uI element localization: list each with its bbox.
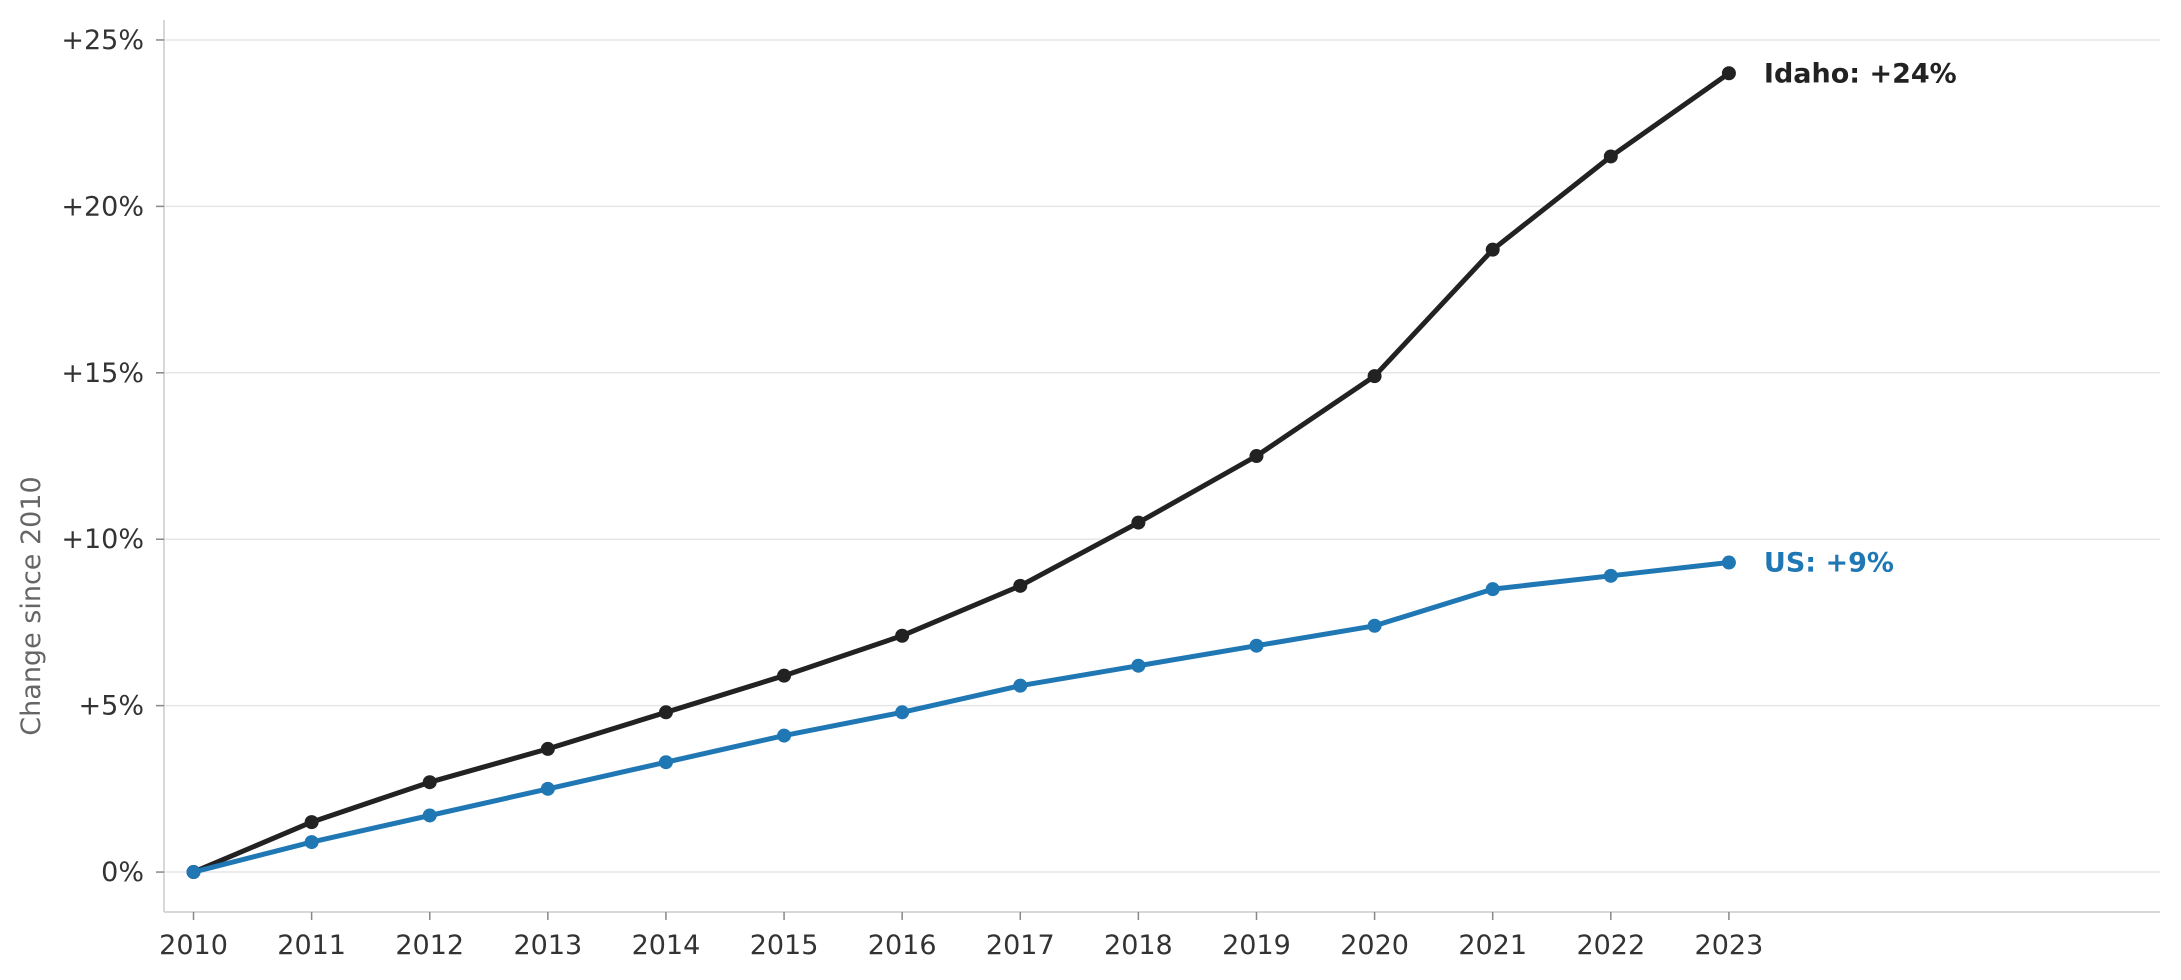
series-0: Idaho: +24% — [186, 58, 1957, 880]
series-end-label: US: +9% — [1764, 548, 1894, 579]
y-tick-label: 0% — [101, 857, 144, 888]
data-point — [1603, 149, 1618, 164]
data-point — [1485, 242, 1500, 257]
x-tick-label: 2016 — [868, 930, 937, 961]
data-point — [1013, 578, 1028, 593]
y-tick-label: +5% — [79, 691, 144, 722]
data-point — [186, 865, 201, 880]
series-line — [191, 70, 1732, 875]
x-tick-label: 2023 — [1695, 930, 1764, 961]
y-tick-label: +10% — [61, 524, 144, 555]
data-point — [1131, 515, 1146, 530]
grid-lines — [164, 39, 2160, 873]
x-tick-label: 2015 — [750, 930, 819, 961]
x-tick-label: 2019 — [1222, 930, 1291, 961]
data-point — [1367, 369, 1382, 384]
series-1: US: +9% — [186, 548, 1894, 880]
x-tick-label: 2017 — [986, 930, 1055, 961]
data-point — [304, 815, 319, 830]
y-axis-ticks: 0% +5% +10% +15% +20% +25% — [61, 25, 164, 888]
data-point — [540, 781, 555, 796]
series-end-label: Idaho: +24% — [1764, 58, 1957, 89]
data-point — [777, 668, 792, 683]
data-point — [1249, 638, 1264, 653]
x-tick-label: 2021 — [1458, 930, 1527, 961]
x-tick-label: 2020 — [1340, 930, 1409, 961]
x-tick-label: 2012 — [395, 930, 464, 961]
data-point — [540, 741, 555, 756]
data-point — [1013, 678, 1028, 693]
x-tick-label: 2018 — [1104, 930, 1173, 961]
data-point — [1603, 568, 1618, 583]
data-point — [1721, 555, 1736, 570]
series-line — [191, 560, 1732, 875]
data-point — [777, 728, 792, 743]
x-tick-label: 2010 — [159, 930, 228, 961]
x-axis-ticks: 2010 2011 2012 2013 2014 2015 2016 2017 2018 2019… — [159, 912, 1763, 961]
data-point — [422, 808, 437, 823]
series-group: Idaho: +24% US: +9% — [186, 58, 1957, 880]
x-tick-label: 2013 — [513, 930, 582, 961]
axes — [163, 20, 2160, 913]
x-tick-label: 2014 — [632, 930, 701, 961]
y-tick-label: +15% — [61, 358, 144, 389]
y-tick-label: +20% — [61, 191, 144, 222]
y-axis-title: Change since 2010 — [16, 476, 47, 735]
data-point — [1249, 449, 1264, 464]
x-tick-label: 2022 — [1576, 930, 1645, 961]
x-tick-label: 2011 — [277, 930, 346, 961]
data-point — [1485, 582, 1500, 597]
data-point — [1367, 618, 1382, 633]
data-point — [422, 775, 437, 790]
data-point — [895, 628, 910, 643]
data-point — [658, 705, 673, 720]
y-tick-label: +25% — [61, 25, 144, 56]
data-point — [1721, 66, 1736, 81]
data-point — [304, 835, 319, 850]
data-point — [658, 755, 673, 770]
data-point — [895, 705, 910, 720]
data-point — [1131, 658, 1146, 673]
